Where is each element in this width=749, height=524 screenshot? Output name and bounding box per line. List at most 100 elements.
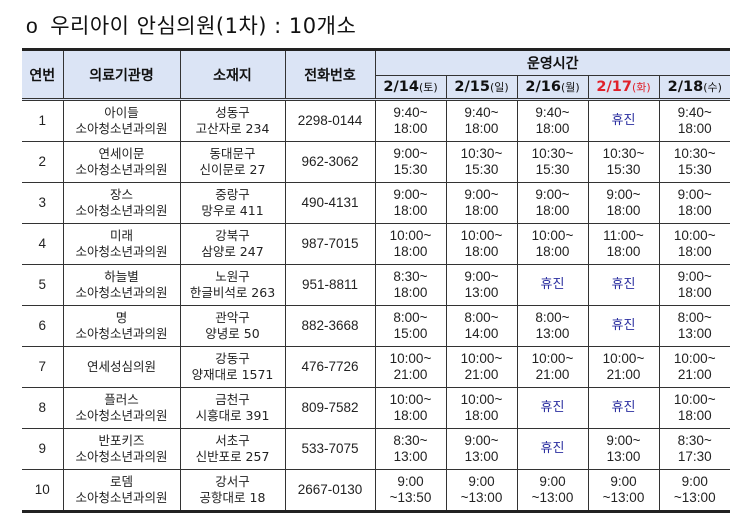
header-day-weekday: (수) xyxy=(703,81,722,94)
cell-clinic-name: 연세이문 소아청소년과의원 xyxy=(62,141,181,183)
cell-hours-line: 10:00~ xyxy=(673,351,716,366)
cell-hours-line: 10:30~ xyxy=(673,146,716,161)
cell-hours-line: 13:00 xyxy=(535,326,570,341)
cell-hours-line: 10:30~ xyxy=(460,146,503,161)
cell-hours-line: 10:30~ xyxy=(602,146,645,161)
cell-hours: 10:30~ 15:30 xyxy=(587,141,660,183)
cell-hours-line: 8:00~ xyxy=(464,310,499,325)
cell-clinic-name: 반포키즈 소아청소년과의원 xyxy=(62,428,181,470)
cell-hours-line: 13:00 xyxy=(464,449,499,464)
cell-hours-line: ~13:00 xyxy=(673,490,716,505)
cell-hours-line: 9:00 xyxy=(468,474,495,489)
cell-hours-closed: 휴진 xyxy=(587,99,660,142)
cell-clinic-name: 연세성심의원 xyxy=(62,346,181,388)
cell-clinic-name-line: 소아청소년과의원 xyxy=(75,244,168,259)
cell-hours: 8:30~ 18:00 xyxy=(374,264,447,306)
cell-clinic-name-line: 소아청소년과의원 xyxy=(75,162,168,177)
cell-hours-line: 18:00 xyxy=(464,203,499,218)
cell-hours-closed-line: 휴진 xyxy=(540,441,565,456)
cell-hours-line: 18:00 xyxy=(677,203,712,218)
cell-clinic-name-line: 소아청소년과의원 xyxy=(75,408,168,423)
cell-hours-line: 13:00 xyxy=(464,285,499,300)
cell-hours-line: 9:00~ xyxy=(677,187,712,202)
cell-address: 강서구 공항대로 18 xyxy=(179,469,286,513)
cell-address-line: 성동구 xyxy=(215,105,250,120)
cell-hours-line: 13:00 xyxy=(606,449,641,464)
cell-hours: 9:00~13:00 xyxy=(445,469,518,513)
cell-address: 노원구 한글비석로 263 xyxy=(179,264,286,306)
cell-hours-line: 9:40~ xyxy=(393,105,428,120)
header-day-weekday: (일) xyxy=(489,81,509,94)
cell-hours-line: 9:00~ xyxy=(677,269,712,284)
cell-hours: 9:00~13:00 xyxy=(445,428,518,470)
cell-hours-line: 18:00 xyxy=(393,285,428,300)
table-row: 10 로뎀 소아청소년과의원 강서구 공항대로 18 2667-0130 9:00 ~13:5… xyxy=(22,469,730,513)
cell-hours: 10:30~ 15:30 xyxy=(658,141,730,183)
table-row: 9 반포키즈 소아청소년과의원 서초구 신반포로 257 533-7075 8:30~ 13:… xyxy=(22,428,730,470)
cell-hours: 10:00~ 21:00 xyxy=(658,346,730,388)
header-hours-group: 운영시간 xyxy=(374,48,730,76)
cell-hours: 9:00~ 18:00 xyxy=(658,264,730,306)
cell-hours-line: 10:00~ xyxy=(673,228,716,243)
cell-hours-line: 9:00 xyxy=(397,474,424,489)
cell-hours-line: 10:00~ xyxy=(460,351,503,366)
cell-hours-line: 9:40~ xyxy=(535,105,570,120)
cell-no: 8 xyxy=(22,387,64,429)
cell-hours: 10:00~ 21:00 xyxy=(516,346,589,388)
cell-address-line: 공항대로 18 xyxy=(199,490,266,505)
cell-clinic-name-line: 명 xyxy=(115,310,128,325)
header-day-2: 2/15(일) xyxy=(445,75,518,101)
clinic-schedule-table: 연번 의료기관명 소재지 전화번호 운영시간 2/14(토) 2/15(일) 2/1… xyxy=(22,48,730,513)
cell-hours-closed-line: 휴진 xyxy=(540,400,565,415)
cell-hours-line: 9:40~ xyxy=(677,105,712,120)
cell-clinic-name-line: 반포키즈 xyxy=(98,433,145,448)
cell-hours: 10:30~ 15:30 xyxy=(516,141,589,183)
cell-hours: 9:00~ 18:00 xyxy=(516,182,589,224)
cell-hours-line: 21:00 xyxy=(677,367,712,382)
cell-hours-line: ~13:50 xyxy=(389,490,432,505)
cell-hours-line: ~13:00 xyxy=(531,490,574,505)
header-day-date: 2/16 xyxy=(525,79,561,95)
cell-hours-line: 15:30 xyxy=(393,162,428,177)
cell-clinic-name: 장스 소아청소년과의원 xyxy=(62,182,181,224)
cell-hours-line: 14:00 xyxy=(464,326,499,341)
cell-hours: 9:00~13:00 xyxy=(516,469,589,513)
cell-hours-line: 8:30~ xyxy=(677,433,712,448)
table-row: 6 명 소아청소년과의원 관악구 양녕로 50 882-3668 8:00~ 15:00 8:0… xyxy=(22,305,730,347)
cell-hours: 9:40~ 18:00 xyxy=(374,99,447,142)
cell-clinic-name: 플러스 소아청소년과의원 xyxy=(62,387,181,429)
cell-address-line: 한글비석로 263 xyxy=(189,285,276,300)
cell-hours: 9:00~13:00 xyxy=(587,469,660,513)
cell-hours-line: 18:00 xyxy=(535,203,570,218)
cell-hours-closed: 휴진 xyxy=(587,264,660,306)
header-day-date: 2/18 xyxy=(667,79,704,95)
cell-hours-line: 10:00~ xyxy=(602,351,645,366)
cell-hours-line: 9:00 xyxy=(610,474,637,489)
cell-hours-line: 9:00~ xyxy=(606,187,641,202)
cell-clinic-name-line: 소아청소년과의원 xyxy=(75,490,168,505)
cell-hours-line: 15:30 xyxy=(464,162,499,177)
cell-hours-line: 10:00~ xyxy=(389,392,432,407)
cell-hours-line: 9:00~ xyxy=(535,187,570,202)
bullet-icon: o xyxy=(26,15,39,38)
cell-hours-line: 18:00 xyxy=(535,121,570,136)
header-day-1: 2/14(토) xyxy=(375,75,447,101)
cell-no: 5 xyxy=(22,264,64,306)
cell-clinic-name-line: 장스 xyxy=(109,187,133,202)
cell-hours-line: 15:30 xyxy=(677,162,712,177)
cell-hours: 10:00~ 21:00 xyxy=(374,346,447,388)
cell-hours-closed: 휴진 xyxy=(516,387,589,429)
cell-hours-line: 9:00 xyxy=(681,474,708,489)
cell-hours: 9:00~ 15:30 xyxy=(374,141,447,183)
header-day-date: 2/14 xyxy=(383,79,419,95)
cell-address-line: 관악구 xyxy=(215,310,250,325)
cell-hours: 9:00~ 18:00 xyxy=(374,182,447,224)
cell-address-line: 삼양로 247 xyxy=(201,244,264,259)
cell-hours-closed-line: 휴진 xyxy=(611,318,636,333)
cell-hours: 9:00~13:00 xyxy=(587,428,660,470)
cell-hours: 9:00~ 18:00 xyxy=(658,182,730,224)
header-day-5: 2/18(수) xyxy=(658,75,730,101)
cell-hours-line: 9:00~ xyxy=(393,146,428,161)
header-day-date: 2/17 xyxy=(596,79,632,95)
cell-clinic-name: 미래 소아청소년과의원 xyxy=(62,223,181,265)
